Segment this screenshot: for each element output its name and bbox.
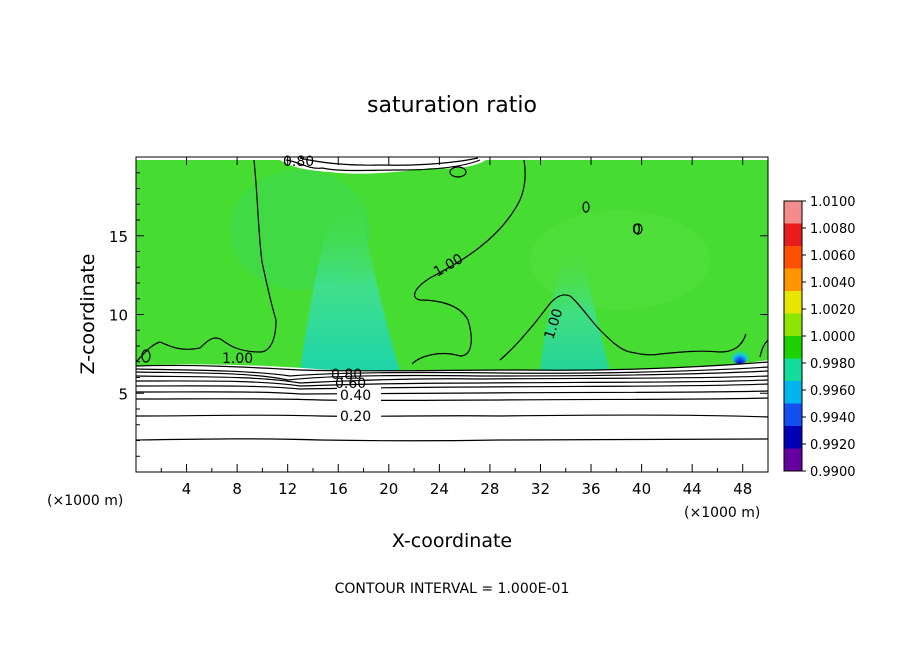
x-tick-label: 12 [278,480,297,498]
contour-label: 0.80 [331,367,362,383]
contour-label: 0 [632,222,641,238]
colorbar-label: 0.9920 [810,438,856,453]
x-axis-label: X-coordinate [392,530,512,552]
x-axis: 4 8 12 16 20 24 28 32 36 40 44 48 [160,157,752,498]
x-tick-label: 28 [480,480,499,498]
colorbar-swatch [784,246,802,269]
colorbar-label: 1.0000 [810,330,856,345]
colorbar: 1.0100 1.0080 1.0060 1.0040 1.0020 1.0000 0.99… [783,195,856,480]
colorbar-swatch [784,426,802,449]
colorbar-swatch [784,223,802,247]
x-tick-label: 8 [232,480,242,498]
x-tick-label: 4 [182,480,192,498]
contour-interval-note: CONTOUR INTERVAL = 1.000E-01 [335,581,570,597]
colorbar-swatch [784,381,802,404]
colorbar-label: 0.9940 [810,411,856,426]
x-tick-label: 48 [733,480,752,498]
y-tick-label: 5 [118,385,128,403]
colorbar-label: 0.9980 [810,357,856,372]
colorbar-swatch [784,448,802,472]
x-tick-label: 40 [632,480,651,498]
x-tick-label: 36 [581,480,600,498]
chart-title: saturation ratio [367,93,537,118]
y-tick-label: 10 [109,307,128,325]
contour-label: 0.80 [283,154,314,170]
colorbar-label: 0.9900 [810,465,856,480]
contour-lines [136,157,768,442]
colorbar-swatch [784,336,802,359]
contour-label: 0.60 [335,376,366,392]
colorbar-swatch [784,291,802,314]
x-units-left: (×1000 m) [47,493,123,509]
colorbar-swatch [784,201,802,224]
y-tick-label: 15 [109,228,128,246]
colorbar-swatch [784,313,802,337]
colorbar-label: 1.0060 [810,249,856,264]
x-tick-label: 44 [683,480,702,498]
colorbar-label: 0.9960 [810,384,856,399]
colorbar-label: 1.0020 [810,303,856,318]
x-units-right: (×1000 m) [684,505,760,521]
contour-label-group: 0.20 0.40 0.60 0.80 1.00 1.00 1.00 0.80 … [222,154,641,425]
colorbar-swatch [784,268,802,292]
saturation-field [136,157,768,472]
y-axis: 5 10 15 [109,172,768,457]
colorbar-swatch [784,403,802,427]
x-tick-label: 16 [329,480,348,498]
colorbar-label: 1.0080 [810,222,856,237]
colorbar-label: 1.0040 [810,276,856,291]
colorbar-label: 1.0100 [810,195,856,210]
contour-label: 0.20 [340,409,371,425]
x-tick-label: 20 [379,480,398,498]
x-tick-label: 32 [531,480,550,498]
y-axis-label: Z-coordinate [77,254,99,375]
contour-label: 1.00 [222,351,253,367]
colorbar-swatch [784,358,802,382]
x-tick-label: 24 [430,480,449,498]
contour-label: 0.40 [340,388,371,404]
